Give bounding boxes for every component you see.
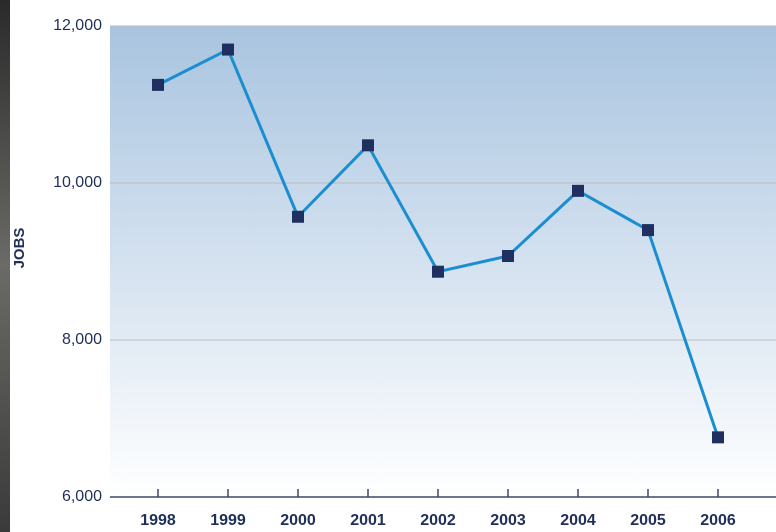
data-point bbox=[502, 250, 514, 263]
x-tick-label: 1999 bbox=[210, 512, 246, 529]
y-tick-label: 6,000 bbox=[62, 488, 102, 505]
data-point bbox=[292, 210, 304, 223]
data-point bbox=[432, 265, 444, 278]
data-point bbox=[152, 78, 164, 91]
data-point bbox=[712, 431, 724, 444]
x-tick-label: 2006 bbox=[700, 512, 736, 529]
y-tick-label: 8,000 bbox=[62, 331, 102, 348]
data-point bbox=[642, 224, 654, 237]
y-axis-label: JOBS bbox=[11, 228, 28, 269]
x-tick-label: 2002 bbox=[420, 512, 456, 529]
x-tick-label: 2001 bbox=[350, 512, 386, 529]
x-tick-label: 1998 bbox=[140, 512, 176, 529]
y-tick-label: 10,000 bbox=[53, 174, 102, 191]
photo-strip bbox=[0, 0, 10, 532]
data-point bbox=[222, 43, 234, 56]
x-tick-label: 2004 bbox=[560, 512, 596, 529]
x-tick-label: 2005 bbox=[630, 512, 666, 529]
data-point bbox=[362, 139, 374, 152]
data-point bbox=[572, 184, 584, 197]
x-tick-label: 2003 bbox=[490, 512, 526, 529]
x-tick-label: 2000 bbox=[280, 512, 316, 529]
y-tick-label: 12,000 bbox=[53, 17, 102, 34]
plot-background bbox=[110, 26, 776, 497]
